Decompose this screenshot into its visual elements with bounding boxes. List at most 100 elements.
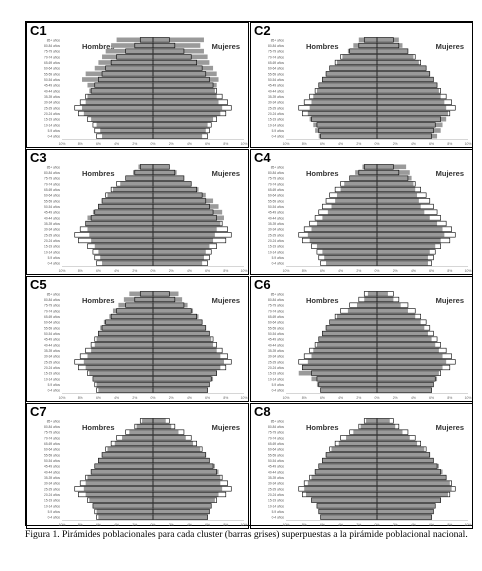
age-group-label: 60-64 años — [268, 194, 284, 198]
cluster-bar-hombres — [304, 486, 377, 492]
x-tick-label: 2% — [356, 269, 361, 273]
cluster-bar-mujeres — [377, 232, 445, 238]
cluster-bar-hombres — [318, 509, 377, 514]
x-tick-label: 10% — [241, 269, 248, 273]
cluster-bar-hombres — [85, 492, 153, 497]
x-tick-label: 4% — [411, 142, 416, 146]
age-group-label: 60-64 años — [44, 448, 60, 452]
cluster-bar-mujeres — [377, 54, 414, 60]
cluster-bar-hombres — [83, 486, 153, 492]
x-tick-label: 10% — [59, 269, 66, 273]
cluster-bar-mujeres — [153, 365, 221, 370]
age-group-label: 40-44 años — [268, 216, 284, 220]
cluster-bar-mujeres — [153, 99, 219, 105]
cluster-bar-hombres — [311, 475, 377, 480]
cluster-bar-hombres — [122, 435, 153, 441]
cluster-bar-hombres — [316, 221, 377, 226]
age-group-label: 80-84 años — [268, 171, 284, 175]
cluster-bar-hombres — [318, 336, 377, 342]
age-group-label: 0-4 años — [48, 135, 61, 139]
age-group-label: 50-54 años — [268, 205, 284, 209]
age-group-label: 70-74 años — [44, 55, 60, 59]
cluster-bar-hombres — [353, 429, 377, 435]
x-tick-label: 8% — [302, 142, 307, 146]
pyramid-c4: C4 Hombres Mujeres 85+ años 80-84 años 75-79 … — [250, 149, 473, 275]
mujeres-label: Mujeres — [212, 42, 240, 51]
cluster-bar-mujeres — [377, 509, 434, 514]
cluster-bar-mujeres — [153, 215, 224, 221]
cluster-bar-hombres — [340, 187, 377, 192]
age-group-label: 40-44 años — [44, 343, 60, 347]
cell-border — [26, 276, 249, 402]
cluster-bar-mujeres — [153, 302, 188, 308]
age-group-label: 0-4 años — [272, 135, 285, 139]
age-group-label: 80-84 años — [44, 44, 60, 48]
age-group-label: 20-24 años — [268, 112, 284, 116]
cluster-bar-mujeres — [153, 88, 215, 94]
age-group-label: 30-34 años — [44, 482, 60, 486]
hombres-label: Hombres — [82, 423, 115, 432]
cluster-bar-hombres — [105, 48, 153, 54]
age-group-label: 5-9 años — [48, 256, 61, 260]
cluster-bar-mujeres — [377, 94, 441, 99]
x-tick-label: 0% — [375, 269, 380, 273]
age-group-label: 25-29 años — [44, 360, 60, 364]
hombres-label: Hombres — [306, 423, 339, 432]
cluster-bar-hombres — [347, 308, 377, 314]
x-tick-label: 8% — [447, 396, 452, 400]
age-group-label: 50-54 años — [268, 459, 284, 463]
cell-border — [26, 403, 249, 529]
x-tick-label: 4% — [187, 396, 192, 400]
x-tick-label: 6% — [205, 396, 210, 400]
cluster-bar-mujeres — [377, 37, 399, 43]
age-group-label: 35-39 años — [44, 222, 60, 226]
age-group-label: 25-29 años — [268, 487, 284, 491]
x-tick-label: 6% — [96, 396, 101, 400]
cell-border — [250, 276, 473, 402]
cluster-bar-hombres — [89, 88, 153, 94]
cluster-bar-hombres — [336, 60, 377, 65]
cluster-bar-mujeres — [153, 458, 210, 463]
age-group-label: 10-14 años — [268, 250, 284, 254]
age-group-label: 15-19 años — [268, 372, 284, 376]
cluster-bar-hombres — [100, 255, 153, 260]
cluster-bar-hombres — [302, 365, 377, 370]
cluster-bar-hombres — [313, 122, 377, 128]
age-group-label: 85+ años — [47, 165, 61, 169]
age-group-label: 80-84 años — [268, 44, 284, 48]
age-group-label: 80-84 años — [268, 298, 284, 302]
cluster-bar-mujeres — [153, 359, 224, 365]
x-tick-label: 2% — [393, 269, 398, 273]
age-group-label: 10-14 años — [44, 250, 60, 254]
cluster-bar-hombres — [311, 497, 377, 503]
age-group-label: 35-39 años — [268, 95, 284, 99]
cluster-bar-mujeres — [377, 116, 447, 122]
age-group-label: 50-54 años — [44, 205, 60, 209]
age-group-label: 65-69 años — [268, 188, 284, 192]
cluster-bar-hombres — [315, 128, 377, 133]
age-group-label: 35-39 años — [44, 476, 60, 480]
cluster-bar-hombres — [85, 71, 153, 77]
age-group-label: 15-19 años — [44, 245, 60, 249]
cluster-bar-hombres — [89, 370, 153, 376]
cluster-bar-mujeres — [153, 492, 219, 497]
cluster-bar-mujeres — [153, 133, 203, 139]
cluster-bar-hombres — [94, 342, 153, 348]
cluster-bar-mujeres — [377, 325, 425, 331]
x-tick-label: 8% — [223, 142, 228, 146]
x-tick-label: 4% — [338, 269, 343, 273]
cluster-bar-mujeres — [377, 446, 425, 452]
cluster-bar-mujeres — [377, 215, 430, 221]
cluster-title: C3 — [30, 150, 47, 165]
cluster-bar-mujeres — [377, 122, 443, 128]
x-tick-label: 6% — [320, 396, 325, 400]
age-group-label: 5-9 años — [272, 510, 285, 514]
age-group-label: 15-19 años — [268, 245, 284, 249]
cluster-bar-mujeres — [153, 291, 179, 297]
x-tick-label: 6% — [429, 142, 434, 146]
cluster-bar-hombres — [125, 175, 153, 181]
cluster-bar-mujeres — [153, 164, 170, 170]
age-group-label: 55-59 años — [44, 326, 60, 330]
age-group-label: 30-34 años — [44, 355, 60, 359]
cluster-bar-mujeres — [153, 429, 179, 435]
